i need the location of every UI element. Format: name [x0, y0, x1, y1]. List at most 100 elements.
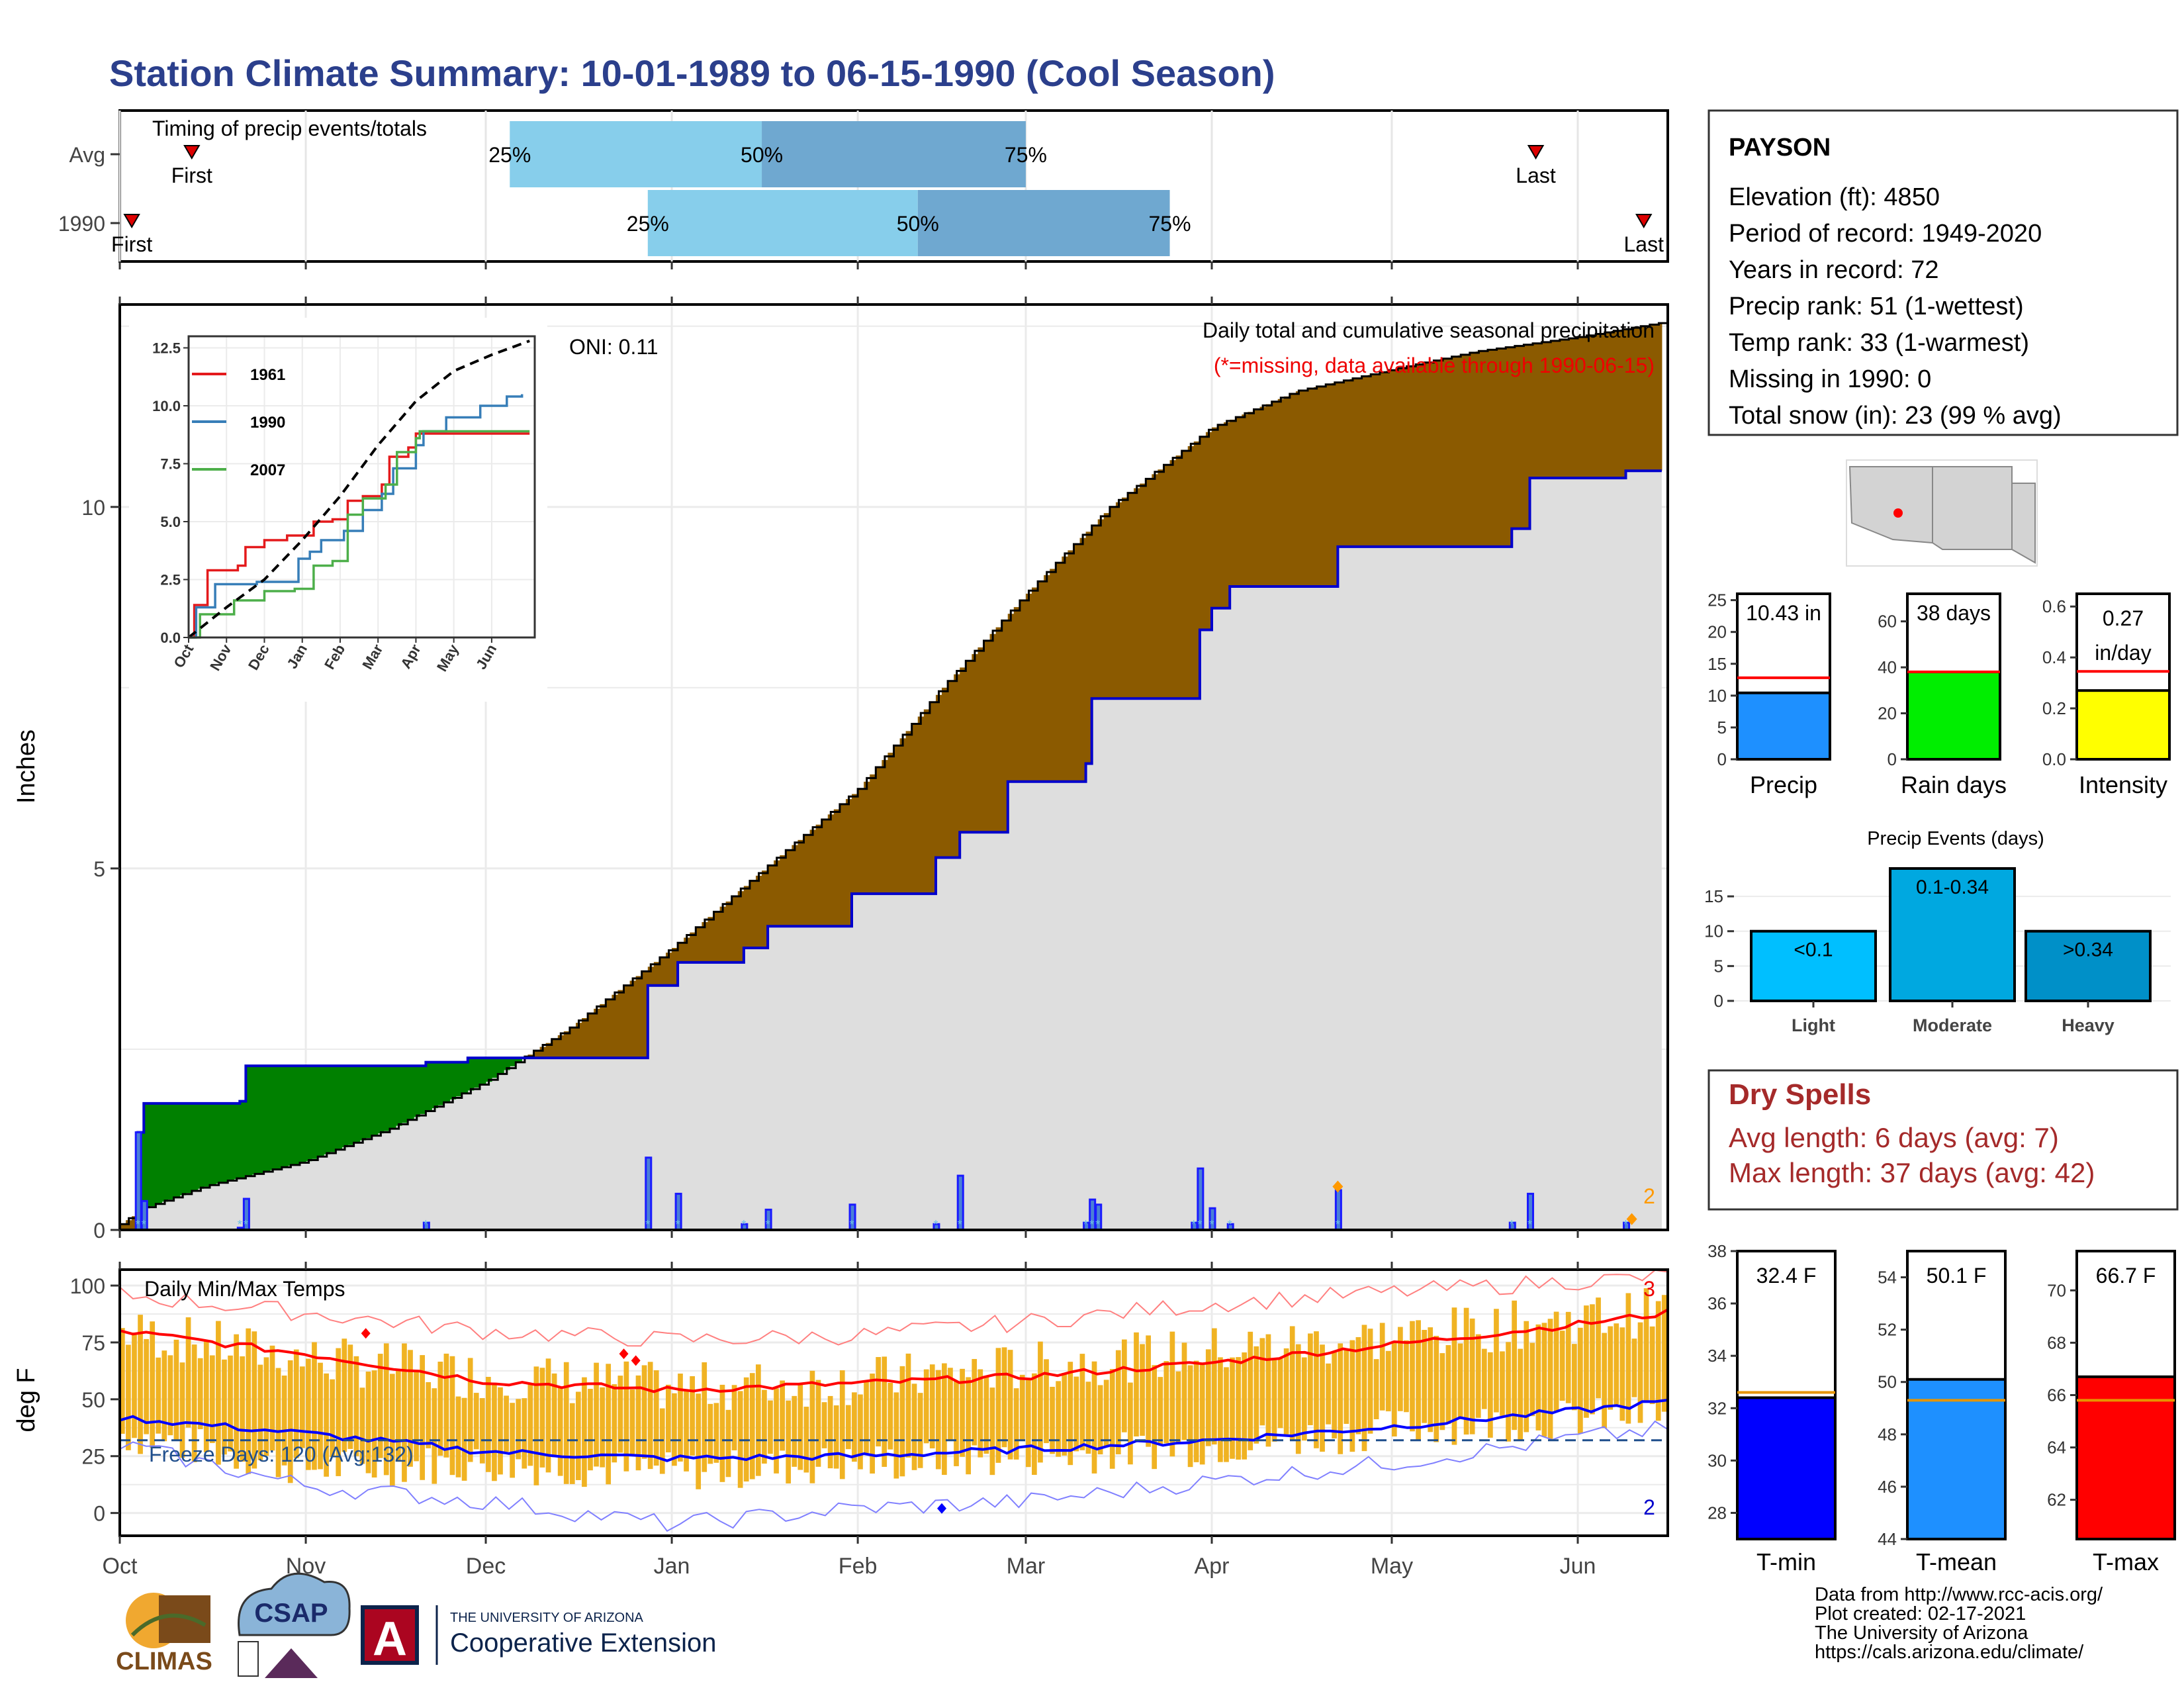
daily-temp-bar [942, 1363, 947, 1476]
temp-y-tick-label: 100 [70, 1274, 105, 1298]
daily-temp-bar [1494, 1309, 1499, 1413]
daily-temp-bar [1062, 1373, 1068, 1456]
daily-precip-marker: * [1336, 1218, 1340, 1231]
footer-credit-line: Data from http://www.rcc-acis.org/ [1815, 1584, 2103, 1605]
daily-temp-bar [203, 1340, 209, 1452]
daily-temp-bar [1469, 1318, 1475, 1434]
precip-panel-precip: 0 5 10 15 20 25 10.43 in Precip [1707, 590, 1831, 798]
daily-temp-bar [1602, 1333, 1607, 1429]
daily-temp-bar [696, 1393, 702, 1489]
daily-temp-bar [1199, 1363, 1205, 1465]
daily-temp-bar [551, 1373, 557, 1458]
daily-temp-bar [1271, 1358, 1277, 1442]
station-info-box: PAYSON Elevation (ft): 4850 Period of reco… [1707, 109, 2179, 436]
daily-temp-bar [864, 1381, 869, 1454]
temp-panel-bar [1906, 1378, 2007, 1540]
daily-temp-bar [1259, 1338, 1265, 1426]
daily-temp-bar [1571, 1344, 1577, 1411]
station-info-line: Years in record: 72 [1729, 256, 1939, 284]
temp-line-record_min [119, 1420, 1668, 1532]
daily-temp-bar [905, 1353, 911, 1458]
daily-temp-bar [1218, 1357, 1223, 1462]
inset-legend-label: 2007 [250, 461, 285, 479]
daily-temp-bar [246, 1328, 251, 1474]
daily-temp-bar [179, 1362, 185, 1458]
timing-bar-50-75 [917, 190, 1170, 256]
daily-temp-bar [257, 1364, 263, 1460]
inset-y-tick-label: 12.5 [152, 340, 181, 357]
daily-precip-marker: * [1510, 1218, 1514, 1231]
daily-temp-bar [1661, 1295, 1667, 1412]
temp-y-tick-label: 50 [81, 1388, 105, 1412]
daily-temp-bar [774, 1388, 779, 1474]
daily-precip-marker: * [850, 1218, 854, 1231]
precip-panel-tick-label: 10 [1707, 686, 1727, 706]
daily-temp-bar [318, 1362, 323, 1470]
daily-temp-bar [234, 1334, 239, 1469]
observed-cumulative-area [120, 471, 1662, 1231]
events-bar-label: 0.1-0.34 [1916, 876, 1989, 898]
daily-temp-bar [1301, 1357, 1307, 1441]
temp-panel-tick-label: 46 [1878, 1477, 1897, 1497]
daily-temp-bar [1169, 1331, 1175, 1457]
daily-temp-bar [473, 1393, 479, 1450]
map-arizona [1848, 466, 1933, 544]
daily-temp-bar [1193, 1360, 1199, 1462]
daily-temp-bar [1085, 1382, 1091, 1454]
daily-temp-bar [983, 1376, 989, 1454]
ua-name-text: THE UNIVERSITY OF ARIZONA [450, 1611, 644, 1625]
temp-panel-tick-label: 68 [2047, 1333, 2066, 1352]
daily-temp-bar [1463, 1307, 1469, 1435]
daily-temp-bar [539, 1368, 545, 1468]
station-location-dot [1893, 508, 1903, 518]
daily-temp-bar [719, 1384, 725, 1482]
timing-bar-25-50 [647, 190, 918, 256]
timing-bar-50-75 [762, 121, 1026, 187]
daily-temp-bar [336, 1348, 341, 1476]
daily-temp-bar [707, 1403, 713, 1464]
precip-panel-label: Rain days [1901, 771, 2007, 798]
daily-temp-bar [972, 1358, 978, 1446]
main-y-tick-label: 10 [81, 496, 105, 520]
daily-temp-bar [240, 1356, 246, 1462]
daily-temp-bar [1655, 1301, 1661, 1421]
main-y-axis-label: Inches [13, 729, 40, 804]
daily-precip-marker: * [1527, 1218, 1532, 1231]
daily-temp-bar [1596, 1297, 1601, 1399]
temp-panel-tick-label: 32 [1707, 1398, 1727, 1418]
daily-temp-bar [839, 1370, 845, 1479]
daily-precip-marker: * [766, 1218, 770, 1231]
daily-temp-bar [1032, 1373, 1037, 1476]
daily-temp-bar [1187, 1365, 1193, 1468]
daily-precip-marker: * [1228, 1218, 1232, 1231]
temp-line-avg_max [119, 1308, 1668, 1393]
daily-temp-bar [222, 1359, 227, 1455]
daily-temp-bar [1073, 1376, 1079, 1452]
daily-temp-bar [923, 1369, 929, 1444]
daily-temp-bar [1115, 1350, 1121, 1454]
daily-temp-bar [1152, 1365, 1158, 1470]
daily-temp-bar [1097, 1385, 1103, 1455]
temp-line-avg_min [119, 1399, 1668, 1462]
precip-panel-intensity: 0.0 0.2 0.4 0.6 0.27 in/day Intensity [2042, 592, 2171, 798]
daily-temp-bar [1181, 1342, 1187, 1440]
daily-temp-bar [1224, 1367, 1229, 1462]
daily-temp-bar [1091, 1361, 1097, 1474]
daily-temp-bar [1355, 1336, 1361, 1434]
precip-panel-tick-label: 0.2 [2042, 698, 2066, 718]
timing-first-label: First [111, 232, 152, 256]
daily-temp-bar [989, 1387, 995, 1476]
daily-temp-bar [1404, 1340, 1409, 1413]
daily-temp-bar [1103, 1380, 1109, 1448]
daily-temp-bar [1019, 1374, 1025, 1441]
daily-temp-bar [173, 1339, 179, 1441]
precip-panel-tick-label: 0.6 [2042, 596, 2066, 616]
daily-temp-bar [299, 1366, 305, 1448]
daily-temp-bar [426, 1382, 432, 1448]
daily-temp-bar [809, 1370, 815, 1483]
daily-temp-bar [1068, 1362, 1073, 1466]
daily-temp-bar [1314, 1331, 1319, 1448]
daily-precip-marker: * [1197, 1218, 1202, 1231]
observed-cumulative-line [120, 469, 1662, 1231]
daily-temp-bar [1253, 1346, 1259, 1444]
